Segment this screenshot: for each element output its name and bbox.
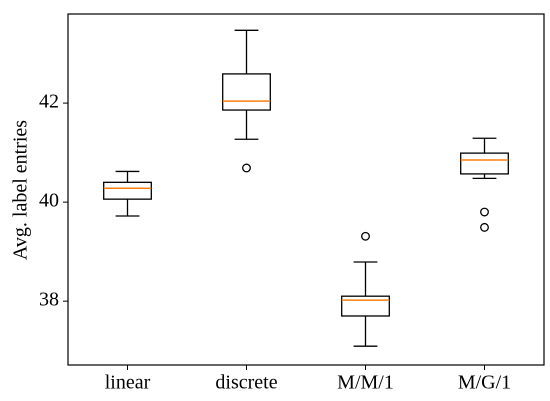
box [460,152,509,175]
flier [242,163,251,173]
flier [361,231,370,241]
box [103,181,152,200]
flier [480,207,489,217]
y-tick-label: 42 [39,91,59,113]
box [341,295,390,317]
y-axis-label: Avg. label entries [10,120,32,260]
x-tick-label: M/G/1 [458,372,511,394]
flier [480,222,489,232]
plot-frame [67,13,545,366]
x-tick-label: discrete [215,372,277,394]
y-tick-label: 38 [39,289,59,311]
box [222,73,271,111]
y-tick-label: 40 [39,190,59,212]
x-tick-label: M/M/1 [337,372,394,394]
x-tick-label: linear [105,372,151,394]
